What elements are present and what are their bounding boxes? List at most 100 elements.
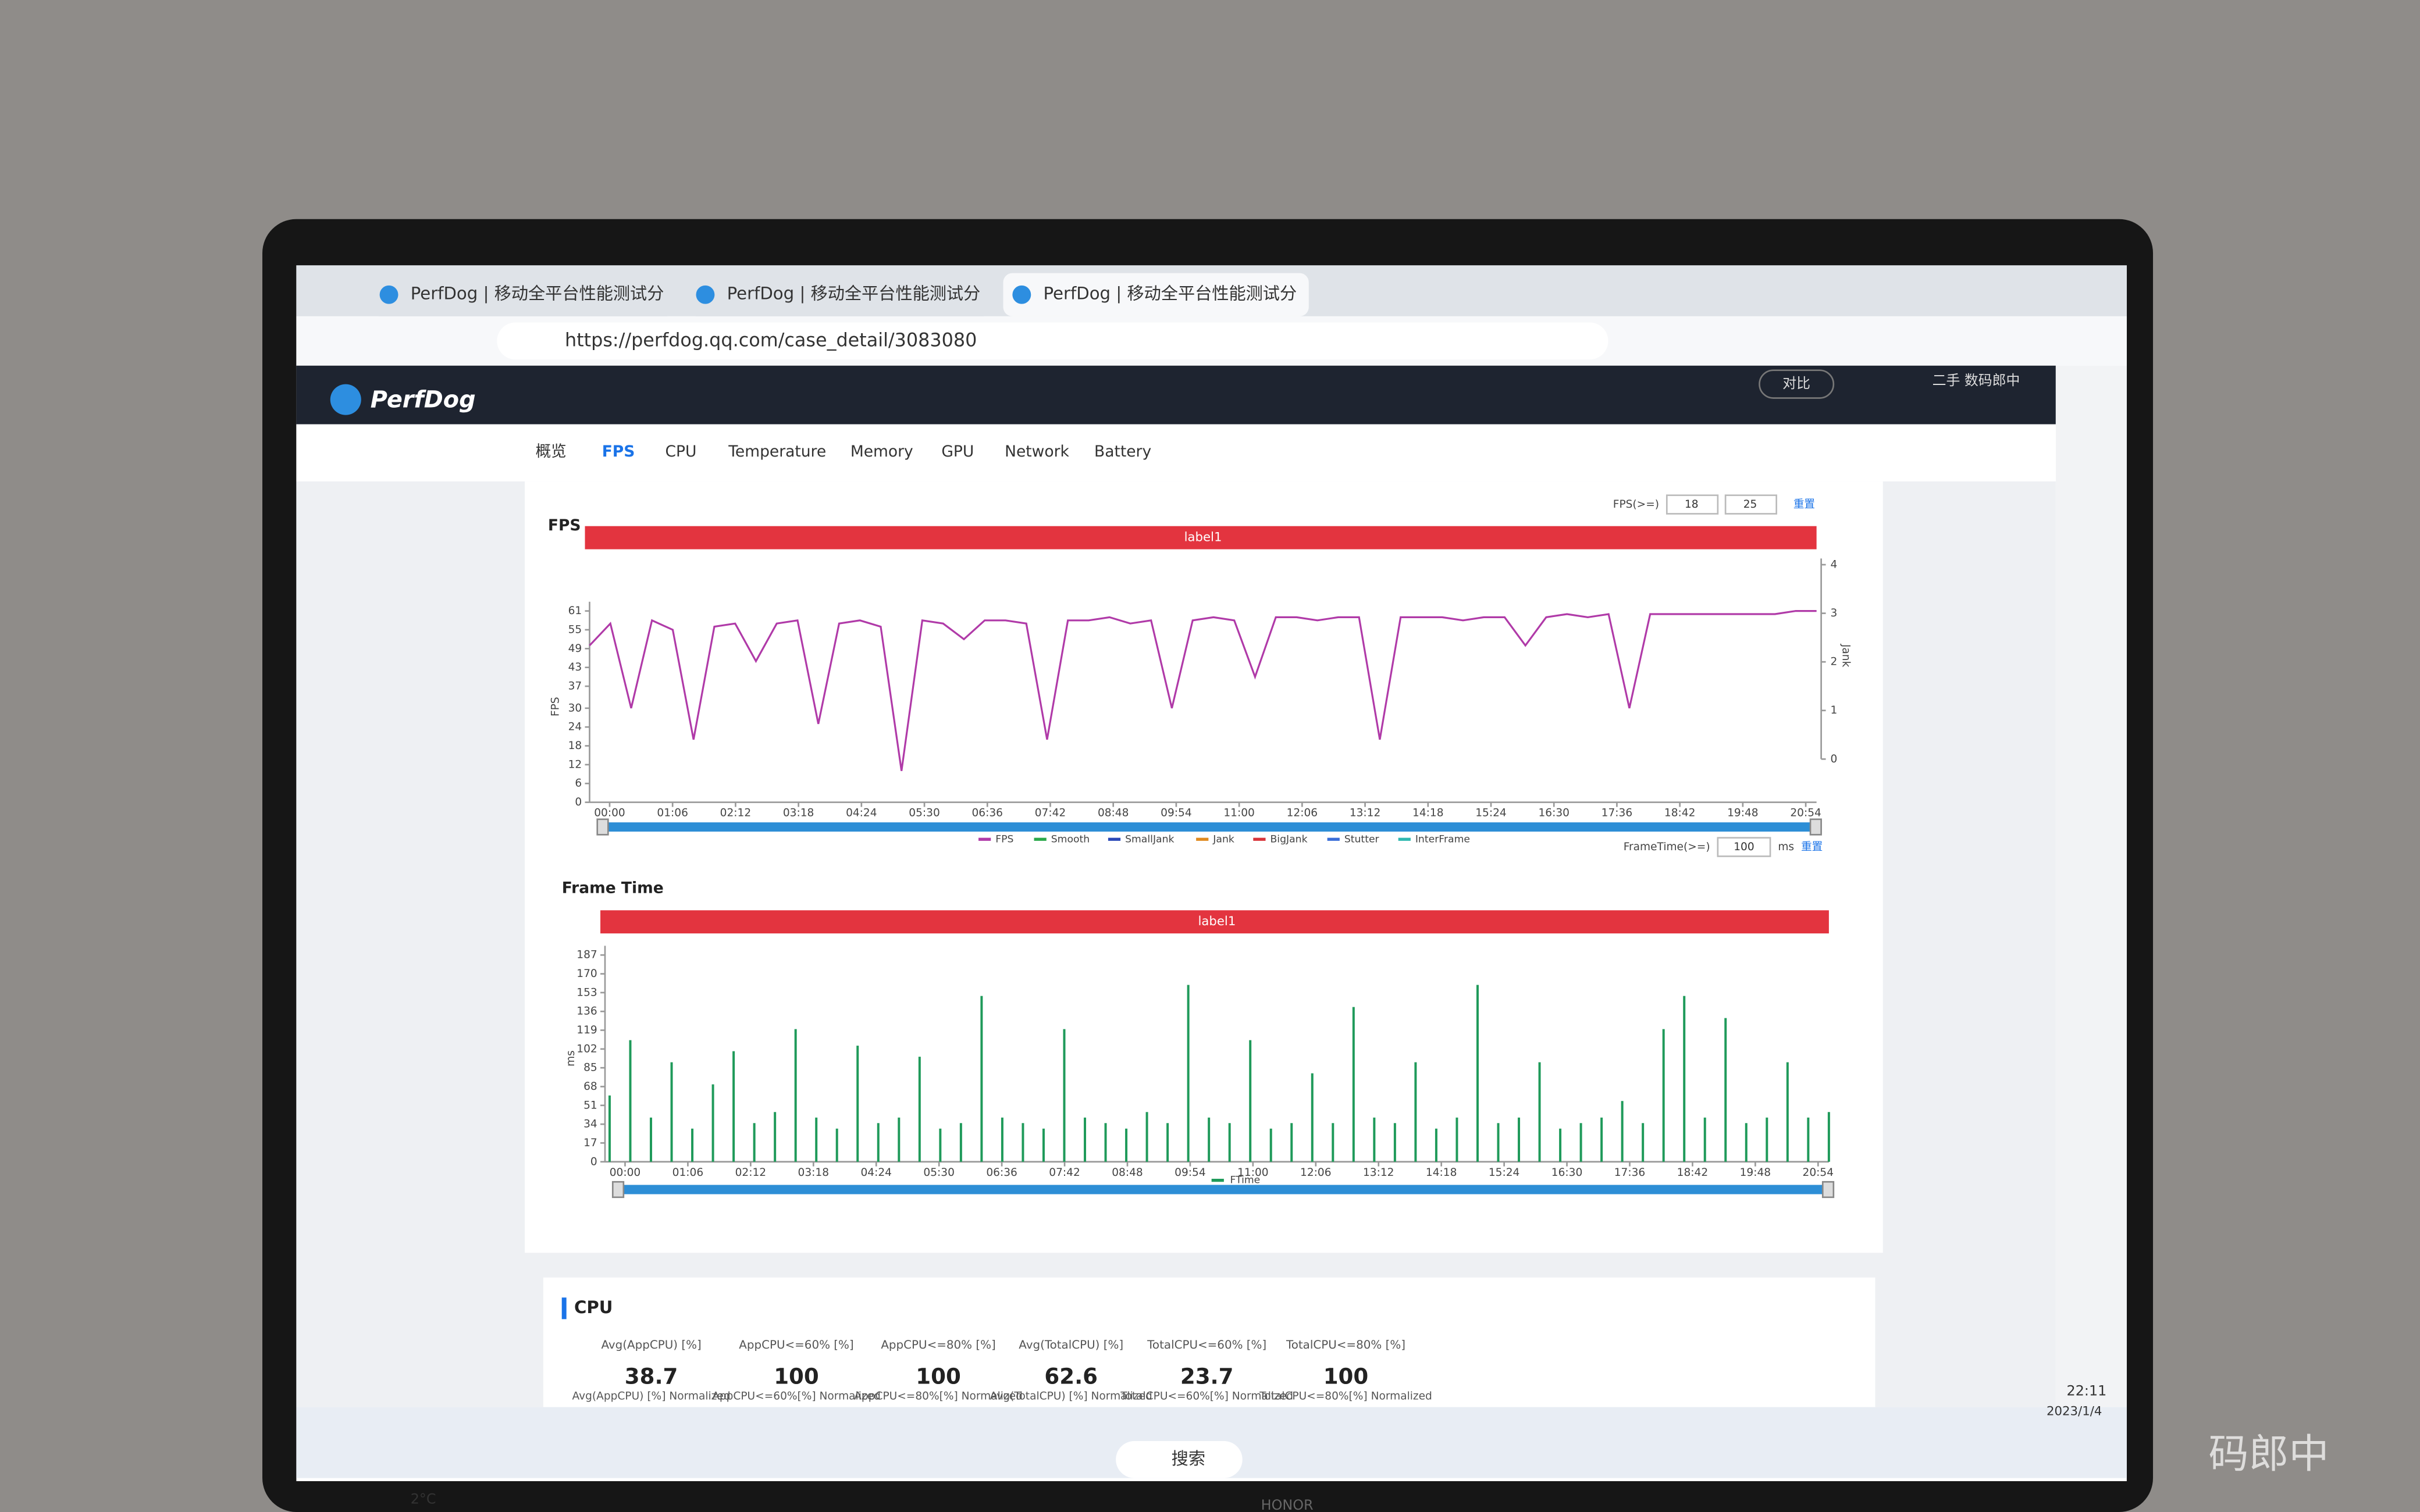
slider-handle[interactable]: [596, 818, 609, 836]
stat-value: 100: [916, 1364, 961, 1389]
nav-bar: [296, 424, 2056, 482]
zoom-slider[interactable]: [617, 1185, 1829, 1194]
x-tick-label: 14:18: [1412, 807, 1444, 819]
y-tick-label: 6: [575, 778, 582, 790]
x-tick-label: 11:00: [1237, 1167, 1269, 1179]
tab[interactable]: [1003, 273, 1309, 316]
stat-sub: TotalCPU<=80%[%] Normalized: [1259, 1390, 1432, 1403]
slider-handle[interactable]: [1809, 818, 1822, 836]
tab-icon: [379, 285, 398, 304]
filter-input[interactable]: [1665, 494, 1719, 515]
nav-item[interactable]: CPU: [665, 443, 696, 461]
x-tick-label: 02:12: [720, 807, 752, 819]
x-tick-label: 03:18: [783, 807, 814, 819]
x-tick-label: 18:42: [1677, 1167, 1709, 1179]
nav-item[interactable]: Memory: [850, 443, 913, 461]
x-tick-label: 12:06: [1300, 1167, 1332, 1179]
y-tick-label: 34: [583, 1118, 597, 1131]
y-tick-label: 68: [583, 1080, 597, 1093]
y-tick-label: 0: [575, 796, 582, 808]
y-tick-label: 37: [568, 680, 582, 693]
x-tick-label: 17:36: [1602, 807, 1633, 819]
nav-item[interactable]: GPU: [941, 443, 974, 461]
y-tick-label: 85: [583, 1062, 597, 1074]
nav-item[interactable]: Battery: [1094, 443, 1151, 461]
tab[interactable]: [370, 273, 677, 316]
zoom-slider[interactable]: [602, 822, 1817, 832]
x-tick-label: 15:24: [1475, 807, 1507, 819]
stat-label: Avg(AppCPU) [%]: [601, 1338, 701, 1351]
nav-item[interactable]: 概览: [536, 443, 567, 461]
y-tick-label: 55: [568, 623, 582, 636]
slider-handle[interactable]: [1821, 1181, 1835, 1199]
y-tick-label: 119: [576, 1024, 597, 1036]
x-tick-label: 00:00: [594, 807, 625, 819]
legend-label: InterFrame: [1415, 833, 1470, 845]
y-tick-label: 136: [576, 1005, 597, 1018]
tab[interactable]: [686, 273, 992, 316]
y-tick-label: 12: [568, 758, 582, 771]
section-marker: [561, 1297, 567, 1320]
x-tick-label: 00:00: [610, 1167, 641, 1179]
y2-tick-label: 0: [1831, 753, 1838, 765]
filter-label: FPS(>=): [1613, 498, 1659, 511]
compare-button[interactable]: [1759, 369, 1835, 399]
tab-title[interactable]: PerfDog | 移动全平台性能测试分: [411, 284, 664, 304]
chart-title: Frame Time: [562, 879, 664, 897]
x-tick-label: 02:12: [735, 1167, 767, 1179]
x-tick-label: 15:24: [1489, 1167, 1520, 1179]
logo: PerfDog: [371, 386, 476, 413]
legend-label: Stutter: [1344, 833, 1380, 845]
filter-value[interactable]: 100: [1734, 841, 1754, 853]
y-tick-label: 170: [576, 968, 597, 980]
label-bar: [600, 910, 1829, 934]
y-tick-label: 18: [568, 740, 582, 752]
stat-label: AppCPU<=80% [%]: [881, 1338, 995, 1351]
nav-item[interactable]: FPS: [602, 443, 635, 461]
y-tick-label: 24: [568, 721, 582, 733]
reset[interactable]: 重置: [1793, 498, 1815, 511]
y-tick-label: 187: [576, 949, 597, 961]
y-tick-label: 153: [576, 986, 597, 999]
filter-input[interactable]: [1717, 837, 1771, 857]
x-tick-label: 05:30: [909, 807, 940, 819]
search-box[interactable]: [1116, 1440, 1243, 1478]
y-tick-label: 0: [590, 1156, 597, 1168]
x-tick-label: 19:48: [1740, 1167, 1771, 1179]
stat-label: Avg(TotalCPU) [%]: [1019, 1338, 1123, 1351]
stat-value: 38.7: [625, 1364, 678, 1389]
filter-input[interactable]: [1724, 494, 1777, 515]
x-tick-label: 20:54: [1790, 807, 1821, 819]
section-title: CPU: [574, 1297, 613, 1317]
reset[interactable]: 重置: [1801, 841, 1823, 853]
x-tick-label: 18:42: [1664, 807, 1696, 819]
filter-value[interactable]: 18: [1685, 498, 1699, 511]
stat-value: 62.6: [1044, 1364, 1098, 1389]
app-header: [296, 365, 2056, 425]
legend-label: Smooth: [1051, 833, 1090, 845]
url-field[interactable]: [497, 322, 1608, 360]
y2-axis-label: Jank: [1840, 644, 1852, 668]
tab-icon: [1012, 285, 1031, 304]
y-tick-label: 102: [576, 1043, 597, 1055]
nav-item[interactable]: Temperature: [728, 443, 826, 461]
search[interactable]: 搜索: [1172, 1449, 1205, 1468]
fps-card: [525, 481, 1883, 1253]
x-tick-label: 16:30: [1538, 807, 1570, 819]
tab-title[interactable]: PerfDog | 移动全平台性能测试分: [727, 284, 981, 304]
slider-handle[interactable]: [611, 1181, 625, 1199]
filter-value[interactable]: 25: [1743, 498, 1757, 511]
tab-title[interactable]: PerfDog | 移动全平台性能测试分: [1043, 284, 1297, 304]
logo-icon: [330, 384, 361, 415]
x-tick-label: 07:42: [1049, 1167, 1080, 1179]
y-tick-label: 49: [568, 643, 582, 655]
user[interactable]: 二手 数码郎中: [1933, 372, 2020, 388]
x-tick-label: 19:48: [1727, 807, 1759, 819]
y-tick-label: 51: [583, 1099, 597, 1111]
nav-item[interactable]: Network: [1005, 443, 1069, 461]
x-tick-label: 07:42: [1035, 807, 1066, 819]
compare[interactable]: 对比: [1782, 375, 1810, 391]
x-tick-label: 13:12: [1363, 1167, 1394, 1179]
legend-label: FPS: [995, 833, 1013, 845]
y-tick-label: 17: [583, 1137, 597, 1149]
